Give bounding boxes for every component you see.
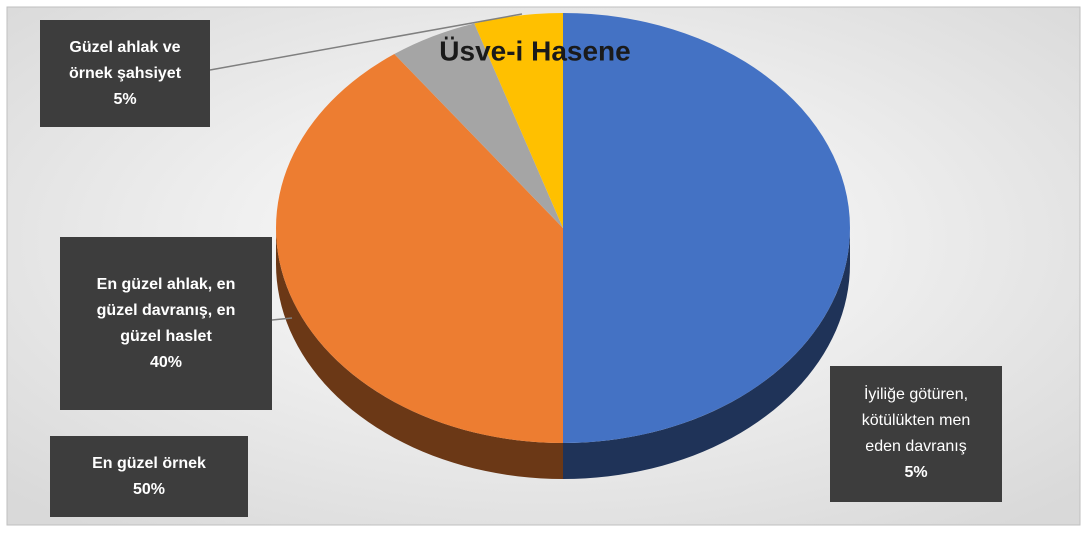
chart-title: Üsve-i Hasene	[439, 35, 630, 66]
label-category: Güzel ahlak ve örnek şahsiyet	[68, 38, 182, 82]
label-value: 5%	[904, 464, 928, 481]
label-category: En güzel örnek	[92, 454, 206, 472]
slice-side	[276, 228, 563, 479]
leader-line	[271, 317, 293, 321]
slice-side	[563, 228, 850, 479]
slice	[563, 13, 850, 443]
data-label: En güzel ahlak, en güzel davranış, en gü…	[60, 237, 272, 410]
slice	[276, 54, 563, 444]
label-category: En güzel ahlak, en güzel davranış, en gü…	[96, 275, 236, 345]
label-category: İyiliğe götüren, kötülükten men eden dav…	[861, 386, 971, 455]
pie	[276, 13, 850, 479]
leader-line	[209, 13, 523, 71]
label-value: 50%	[132, 480, 166, 498]
slice	[474, 13, 563, 228]
slice	[394, 23, 563, 229]
data-label: İyiliğe götüren, kötülükten men eden dav…	[830, 366, 1002, 502]
data-label: Güzel ahlak ve örnek şahsiyet 5%	[40, 20, 210, 127]
label-value: 40%	[149, 353, 183, 371]
label-value: 5%	[113, 90, 137, 108]
data-label: En güzel örnek 50%	[50, 436, 248, 517]
